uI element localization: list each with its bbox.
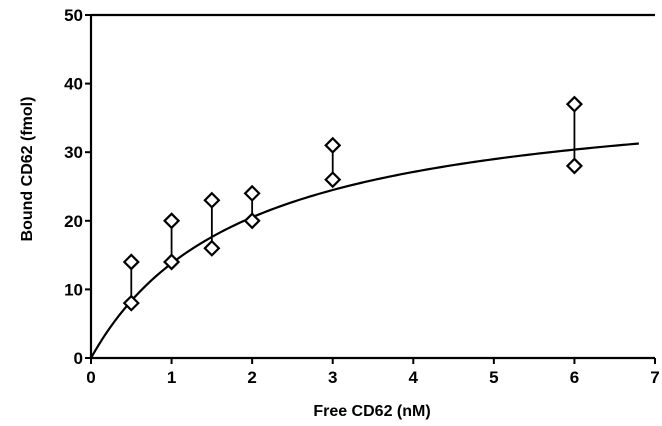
error-bars bbox=[130, 104, 576, 304]
x-tick-label: 2 bbox=[247, 368, 256, 387]
x-tick-label: 6 bbox=[570, 368, 579, 387]
data-point-diamond bbox=[243, 212, 261, 230]
data-points bbox=[122, 95, 583, 312]
data-point-diamond bbox=[122, 253, 140, 271]
data-point-diamond bbox=[163, 253, 181, 271]
x-axis-title: Free CD62 (nM) bbox=[313, 403, 430, 420]
x-tick-label: 4 bbox=[409, 368, 419, 387]
x-axis-ticks: 0 1 2 3 4 5 6 7 bbox=[86, 358, 660, 387]
axes bbox=[89, 13, 655, 360]
y-tick-label: 0 bbox=[74, 349, 83, 368]
data-point-diamond bbox=[243, 184, 261, 202]
data-point-diamond bbox=[565, 157, 583, 175]
data-point-diamond bbox=[565, 95, 583, 113]
y-axis-ticks: 0 10 20 30 40 50 bbox=[64, 6, 91, 368]
fit-curve bbox=[90, 142, 639, 359]
x-tick-label: 5 bbox=[489, 368, 498, 387]
data-point-diamond bbox=[324, 171, 342, 189]
x-tick-label: 3 bbox=[328, 368, 337, 387]
x-tick-label: 7 bbox=[650, 368, 659, 387]
x-tick-label: 1 bbox=[167, 368, 176, 387]
data-point-diamond bbox=[203, 239, 221, 257]
data-point-diamond bbox=[122, 294, 140, 312]
y-tick-label: 40 bbox=[64, 75, 83, 94]
y-tick-label: 50 bbox=[64, 6, 83, 25]
y-tick-label: 30 bbox=[64, 143, 83, 162]
x-tick-label: 0 bbox=[86, 368, 95, 387]
data-point-diamond bbox=[324, 136, 342, 154]
y-tick-label: 20 bbox=[64, 212, 83, 231]
y-tick-label: 10 bbox=[64, 280, 83, 299]
y-axis-title: Bound CD62 (fmol) bbox=[19, 97, 36, 242]
data-point-diamond bbox=[203, 191, 221, 209]
data-point-diamond bbox=[163, 212, 181, 230]
